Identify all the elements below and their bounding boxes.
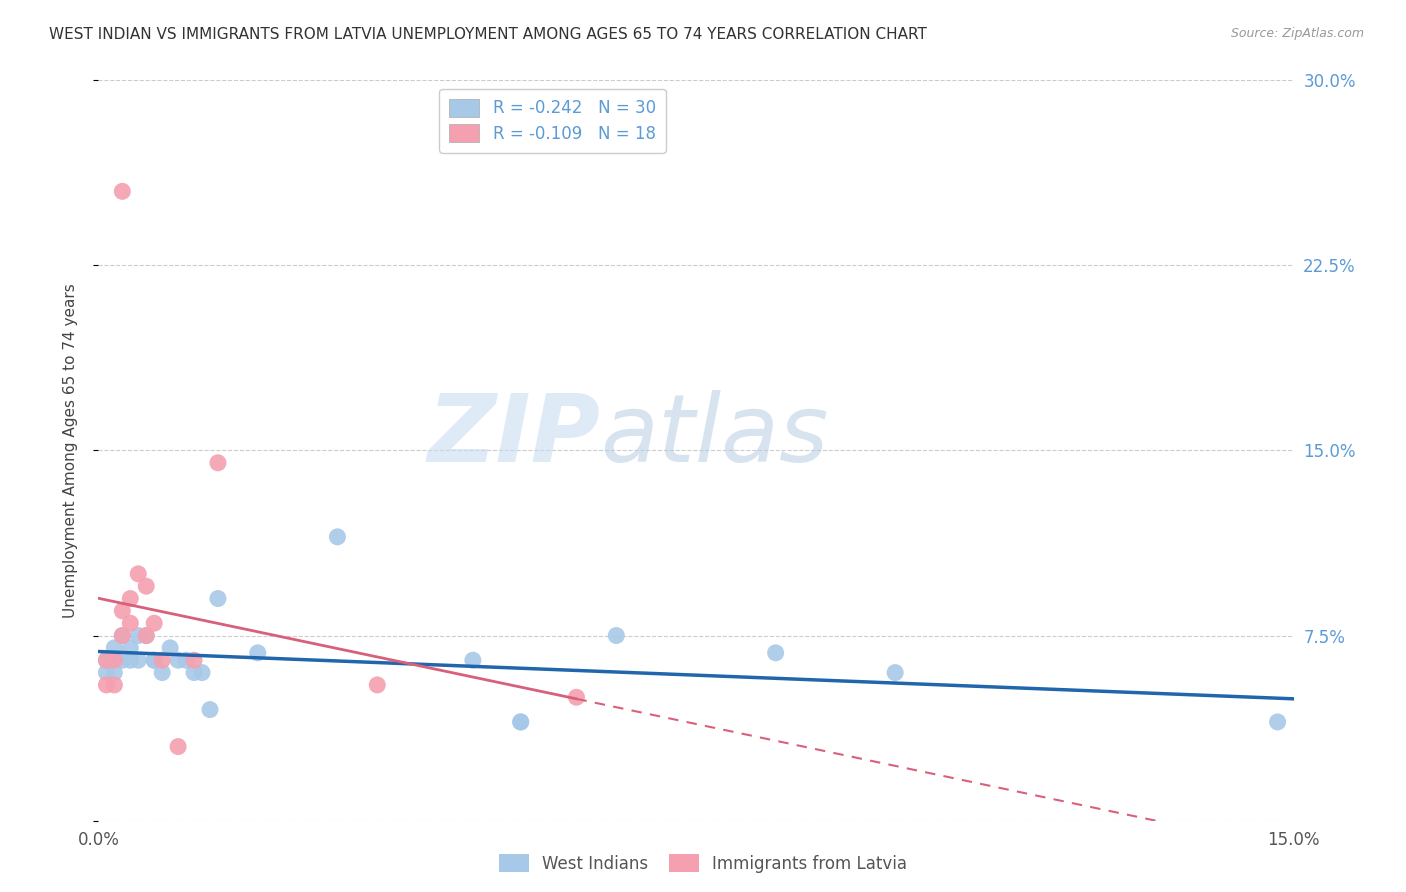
Point xyxy=(103,640,125,655)
Point xyxy=(103,678,125,692)
Legend: R = -0.242   N = 30, R = -0.109   N = 18: R = -0.242 N = 30, R = -0.109 N = 18 xyxy=(439,88,666,153)
Point xyxy=(111,628,134,642)
Point xyxy=(765,646,787,660)
Point xyxy=(183,653,205,667)
Point xyxy=(207,591,229,606)
Y-axis label: Unemployment Among Ages 65 to 74 years: Unemployment Among Ages 65 to 74 years xyxy=(63,283,77,618)
Point xyxy=(1267,714,1289,729)
Point xyxy=(191,665,214,680)
Text: ZIP: ZIP xyxy=(427,390,600,482)
Point xyxy=(96,678,118,692)
Point xyxy=(135,628,157,642)
Legend: West Indians, Immigrants from Latvia: West Indians, Immigrants from Latvia xyxy=(492,847,914,880)
Point xyxy=(605,628,627,642)
Point xyxy=(96,653,118,667)
Point xyxy=(198,703,221,717)
Point xyxy=(884,665,907,680)
Point xyxy=(103,665,125,680)
Point xyxy=(120,591,142,606)
Point xyxy=(103,653,125,667)
Point xyxy=(366,678,388,692)
Point xyxy=(183,665,205,680)
Point xyxy=(127,628,149,642)
Point xyxy=(167,739,190,754)
Point xyxy=(135,579,157,593)
Point xyxy=(167,653,190,667)
Point xyxy=(565,690,588,705)
Point xyxy=(150,653,173,667)
Point xyxy=(96,665,118,680)
Point xyxy=(120,653,142,667)
Point xyxy=(127,566,149,581)
Point xyxy=(326,530,349,544)
Point xyxy=(246,646,269,660)
Point xyxy=(120,616,142,631)
Point xyxy=(174,653,197,667)
Text: WEST INDIAN VS IMMIGRANTS FROM LATVIA UNEMPLOYMENT AMONG AGES 65 TO 74 YEARS COR: WEST INDIAN VS IMMIGRANTS FROM LATVIA UN… xyxy=(49,27,927,42)
Point xyxy=(207,456,229,470)
Point xyxy=(509,714,531,729)
Point xyxy=(111,653,134,667)
Point xyxy=(111,184,134,198)
Point xyxy=(509,714,531,729)
Point xyxy=(120,640,142,655)
Text: atlas: atlas xyxy=(600,390,828,481)
Point xyxy=(143,616,166,631)
Point xyxy=(127,653,149,667)
Point xyxy=(143,653,166,667)
Point xyxy=(159,640,181,655)
Point xyxy=(96,653,118,667)
Point xyxy=(461,653,484,667)
Point xyxy=(135,628,157,642)
Point xyxy=(150,665,173,680)
Text: Source: ZipAtlas.com: Source: ZipAtlas.com xyxy=(1230,27,1364,40)
Point xyxy=(143,653,166,667)
Point xyxy=(111,628,134,642)
Point xyxy=(111,604,134,618)
